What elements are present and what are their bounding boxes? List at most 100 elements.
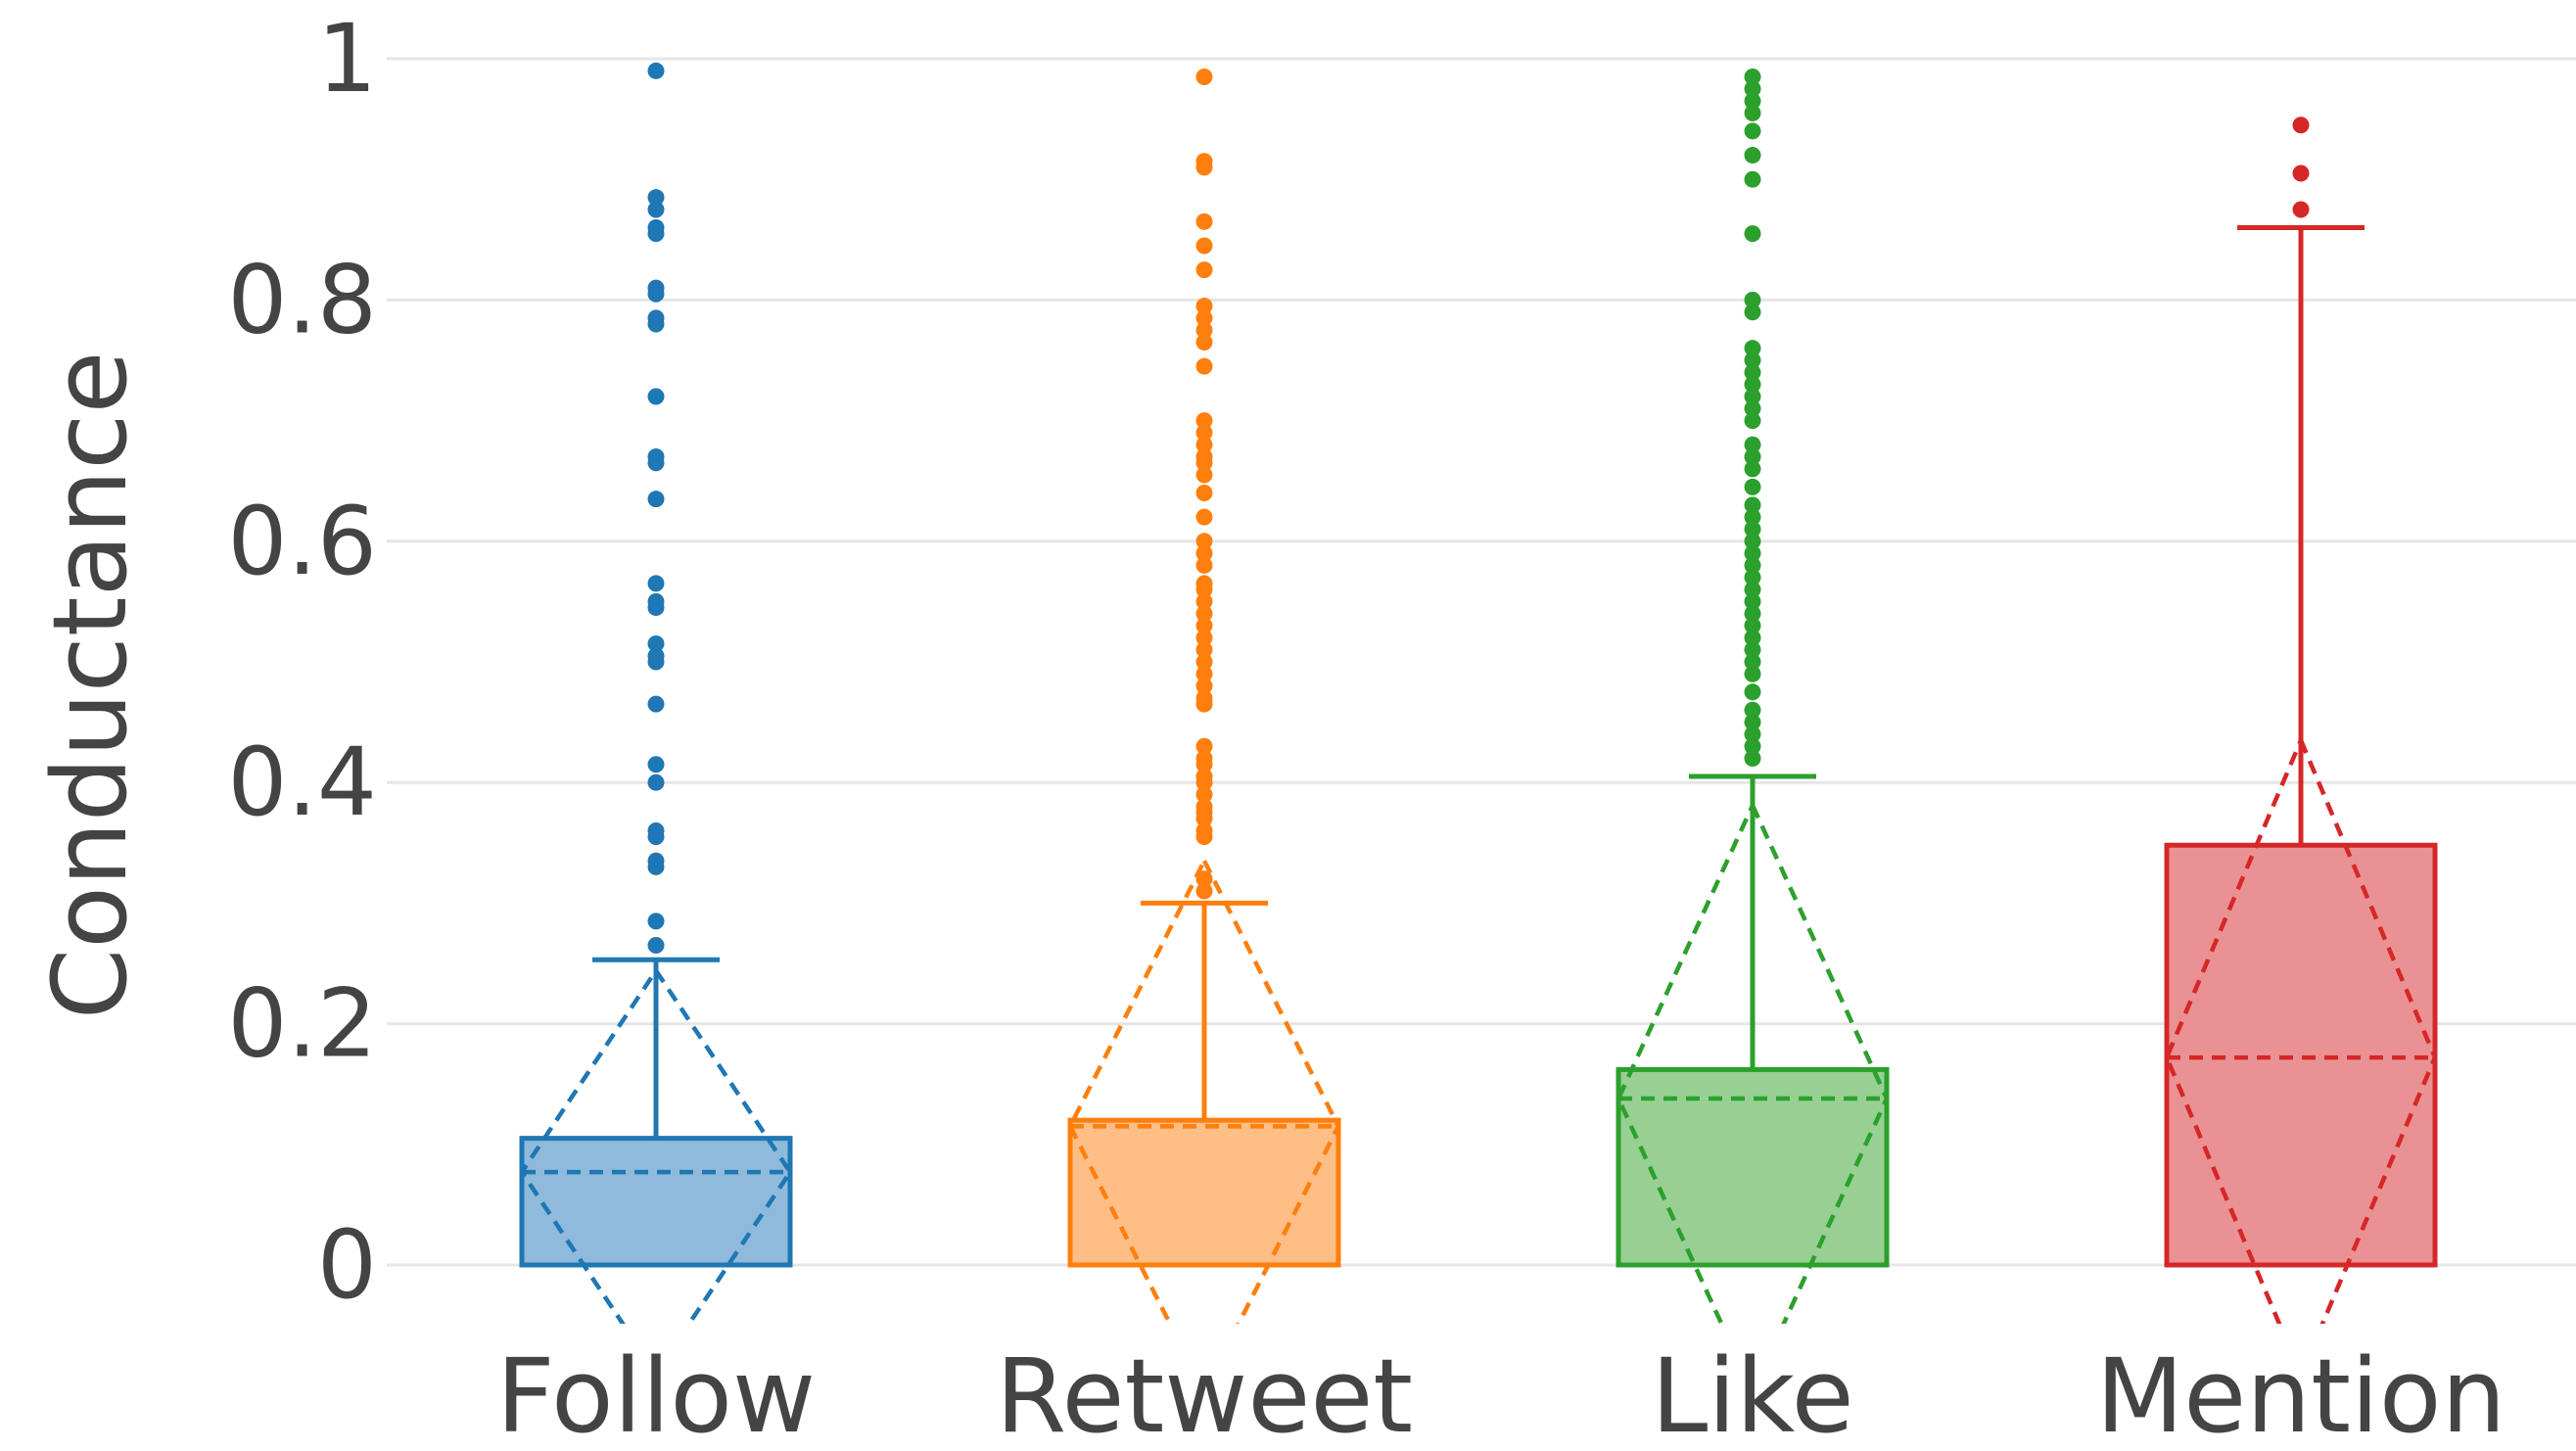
outlier-point — [647, 189, 665, 207]
outlier-point — [647, 279, 665, 297]
outlier-point — [1195, 556, 1213, 574]
outlier-point — [1744, 104, 1761, 121]
outlier-point — [1744, 376, 1761, 394]
outlier-point — [1195, 212, 1213, 230]
outlier-point — [647, 773, 665, 791]
outlier-point — [1744, 225, 1761, 243]
x-axis: Follow Retweet Like Mention — [496, 1336, 2506, 1451]
outlier-point — [1195, 412, 1213, 430]
outlier-point — [1744, 80, 1761, 98]
outlier-point — [1195, 153, 1213, 170]
outlier-point — [647, 756, 665, 773]
outlier-point — [1744, 460, 1761, 478]
y-axis-label: Conductance — [30, 351, 150, 1020]
outlier-point — [647, 218, 665, 236]
outlier-point — [1195, 821, 1213, 839]
outlier-point — [1195, 298, 1213, 315]
x-tick-label: Retweet — [996, 1336, 1413, 1446]
outlier-point — [1195, 768, 1213, 785]
box-retweet — [1067, 68, 1341, 1324]
x-tick-label: Mention — [2096, 1336, 2506, 1446]
outlier-point — [1195, 424, 1213, 442]
outlier-point — [1195, 334, 1213, 351]
outlier-point — [1744, 592, 1761, 610]
outlier-point — [1744, 653, 1761, 671]
outlier-point — [1744, 340, 1761, 357]
outlier-point — [1744, 605, 1761, 623]
outlier-point — [1195, 798, 1213, 816]
outlier-point — [1744, 556, 1761, 574]
outlier-point — [1195, 786, 1213, 804]
outlier-point — [1195, 237, 1213, 255]
outlier-point — [1195, 508, 1213, 526]
outlier-point — [1195, 68, 1213, 85]
y-tick-label: 0.2 — [227, 969, 377, 1079]
outlier-point — [1195, 321, 1213, 339]
x-tick-label: Follow — [496, 1336, 816, 1446]
outlier-point — [1195, 466, 1213, 484]
outlier-point — [647, 937, 665, 955]
box-body — [1067, 1117, 1341, 1268]
outlier-point — [1195, 485, 1213, 502]
outlier-point — [1195, 653, 1213, 671]
outlier-point — [647, 592, 665, 610]
outlier-point — [1744, 291, 1761, 308]
outlier-point — [1744, 92, 1761, 110]
outlier-point — [1744, 388, 1761, 405]
outlier-point — [647, 201, 665, 218]
outlier-point — [1744, 683, 1761, 701]
outlier-point — [1744, 68, 1761, 85]
outlier-point — [1195, 575, 1213, 592]
outlier-point — [1744, 701, 1761, 719]
outlier-point — [1744, 617, 1761, 634]
outlier-point — [2292, 201, 2310, 218]
outlier-point — [647, 575, 665, 592]
sd-diamond — [519, 966, 793, 1324]
outlier-point — [647, 309, 665, 327]
box-like — [1616, 68, 1890, 1324]
outlier-point — [1195, 629, 1213, 646]
outlier-point — [1195, 544, 1213, 562]
outlier-point — [647, 821, 665, 839]
outlier-point — [1744, 629, 1761, 646]
outlier-point — [1744, 569, 1761, 586]
outlier-point — [2292, 117, 2310, 134]
outlier-point — [1195, 870, 1213, 888]
outlier-point — [1744, 304, 1761, 321]
outlier-point — [1195, 678, 1213, 695]
outlier-point — [1744, 533, 1761, 550]
box-mention — [2164, 117, 2438, 1324]
outlier-point — [1744, 665, 1761, 682]
plot-area — [519, 62, 2438, 1324]
outlier-point — [647, 852, 665, 869]
outlier-point — [1744, 351, 1761, 369]
outlier-point — [2292, 164, 2310, 182]
outlier-point — [1744, 478, 1761, 495]
outlier-point — [1195, 641, 1213, 659]
outlier-point — [1195, 533, 1213, 550]
outlier-point — [1744, 726, 1761, 743]
sd-diamond — [1616, 800, 1890, 1324]
outlier-point — [1195, 605, 1213, 623]
outlier-point — [1195, 357, 1213, 375]
box-body — [1616, 1066, 1890, 1268]
y-tick-label: 0.4 — [227, 727, 377, 837]
outlier-point — [1744, 122, 1761, 140]
outlier-point — [1744, 448, 1761, 466]
outlier-point — [647, 635, 665, 653]
outlier-point — [1744, 147, 1761, 164]
outlier-point — [1195, 737, 1213, 755]
outlier-point — [1744, 436, 1761, 453]
box-body — [519, 1136, 793, 1268]
outlier-point — [1744, 412, 1761, 430]
outlier-point — [1195, 448, 1213, 466]
outlier-point — [1744, 520, 1761, 538]
y-tick-label: 0.8 — [227, 245, 377, 354]
y-tick-label: 0.6 — [227, 487, 377, 596]
outlier-point — [1195, 882, 1213, 900]
outlier-point — [1195, 592, 1213, 610]
outlier-point — [1195, 261, 1213, 279]
x-tick-label: Like — [1651, 1336, 1853, 1446]
